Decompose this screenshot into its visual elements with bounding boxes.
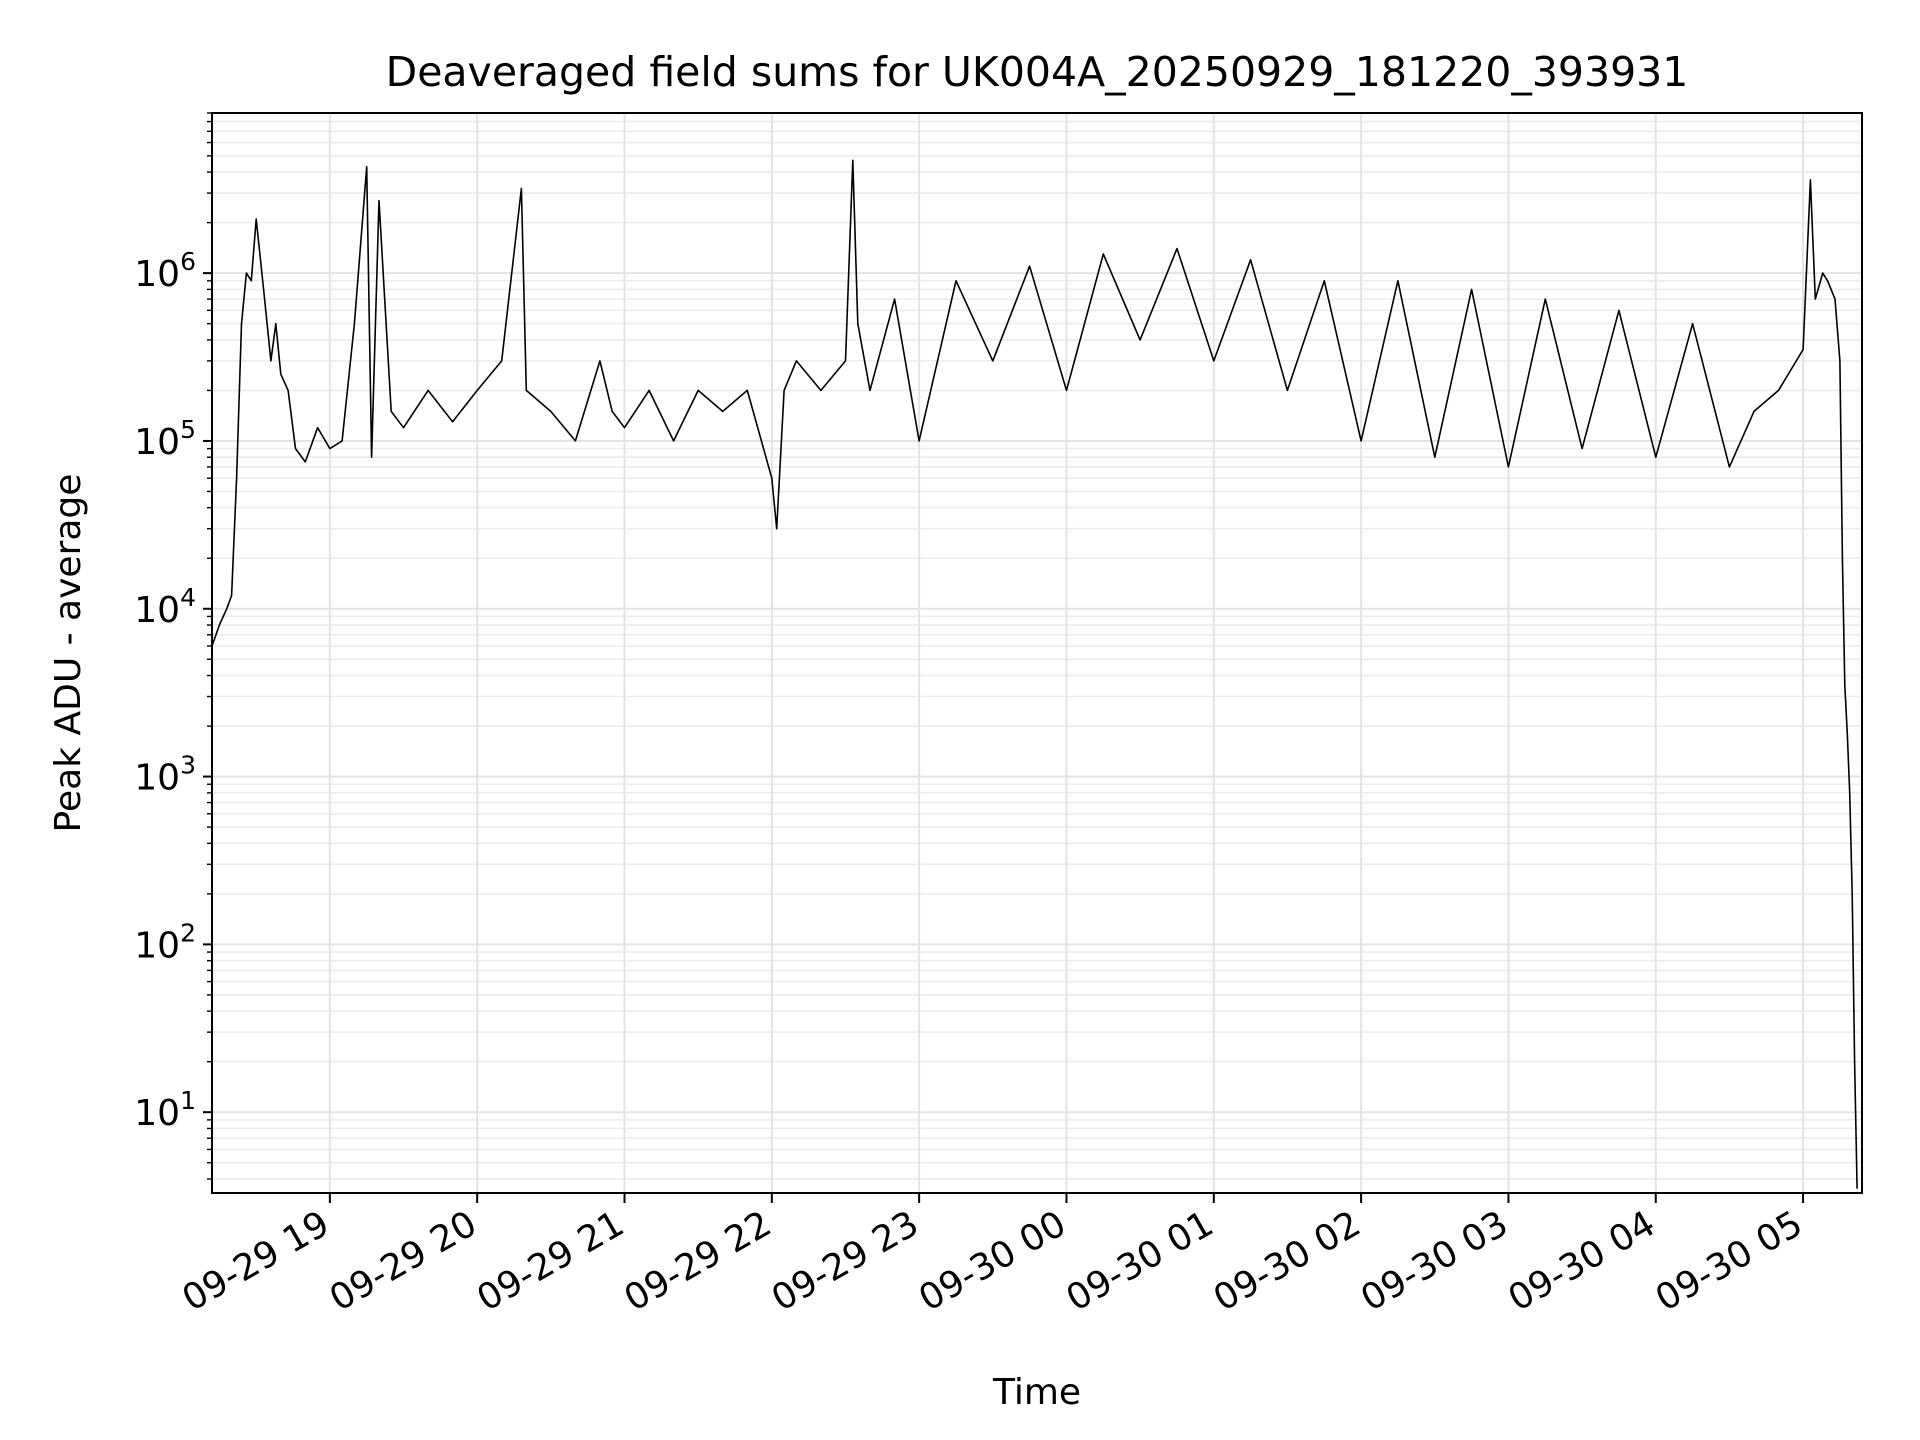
plot-area (211, 159, 1858, 1189)
y-tick-base: 10 (134, 254, 180, 295)
y-axis-label: Peak ADU - average (48, 474, 89, 833)
y-tick-label: 101 (134, 1086, 196, 1134)
y-tick-label: 103 (134, 751, 196, 799)
y-tick-label: 104 (134, 583, 196, 631)
y-tick-label: 106 (134, 247, 196, 295)
y-tick-base: 10 (134, 1093, 180, 1134)
y-tick-label: 102 (134, 918, 196, 966)
plot-frame (211, 112, 1863, 1194)
x-axis-label: Time (992, 1372, 1081, 1413)
y-tick-exponent: 1 (180, 1086, 196, 1115)
y-tick-base: 10 (134, 925, 180, 966)
y-tick-label: 105 (134, 415, 196, 463)
y-tick-exponent: 3 (180, 751, 196, 780)
y-tick-base: 10 (134, 590, 180, 631)
y-tick-exponent: 6 (180, 247, 196, 276)
y-tick-exponent: 2 (180, 918, 196, 947)
y-tick-exponent: 4 (180, 583, 196, 612)
chart-title: Deaveraged field sums for UK004A_2025092… (386, 48, 1689, 96)
grid (212, 112, 1862, 1193)
series-line (211, 159, 1858, 1189)
y-tick-exponent: 5 (180, 415, 196, 444)
y-tick-base: 10 (134, 758, 180, 799)
y-tick-base: 10 (134, 422, 180, 463)
